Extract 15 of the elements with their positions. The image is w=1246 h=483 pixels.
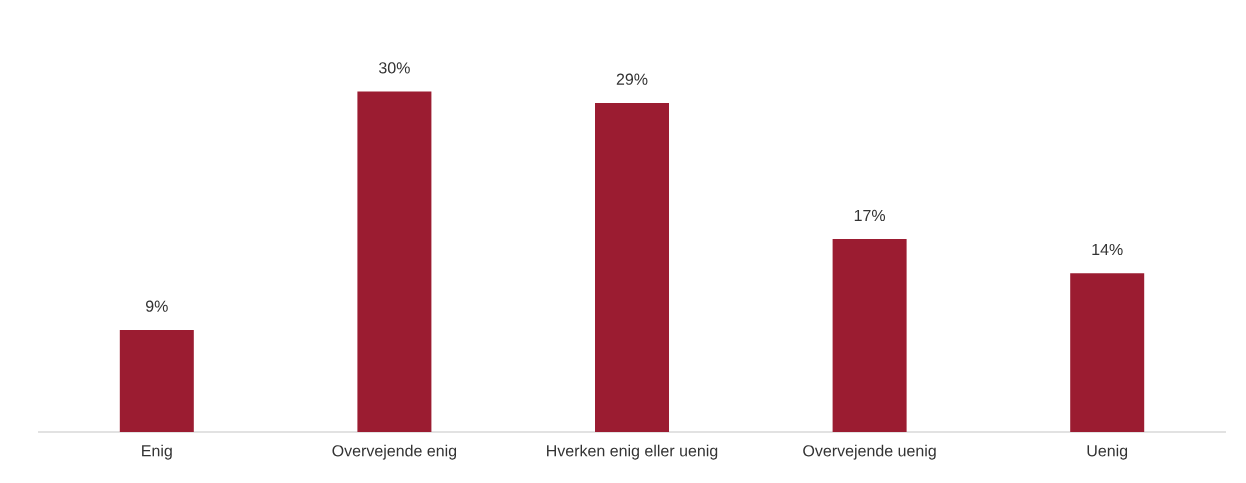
data-label: 30%	[379, 62, 410, 74]
x-tick-label: Overvejende uenig	[803, 444, 936, 460]
bar	[119, 329, 194, 433]
data-label: 14%	[1092, 243, 1123, 256]
bar	[832, 239, 907, 433]
x-tick-label: Overvejende enig	[332, 444, 457, 460]
bar	[595, 102, 670, 433]
data-label: 9%	[146, 300, 168, 312]
x-tick-label: Hverken enig eller uenig	[547, 444, 718, 460]
data-label: 17%	[854, 209, 886, 222]
bar	[357, 91, 432, 433]
bar	[1070, 273, 1145, 433]
x-tick-label: Uenig	[1087, 444, 1128, 460]
x-tick-label: Enig	[142, 444, 172, 460]
data-label: 29%	[616, 73, 648, 85]
